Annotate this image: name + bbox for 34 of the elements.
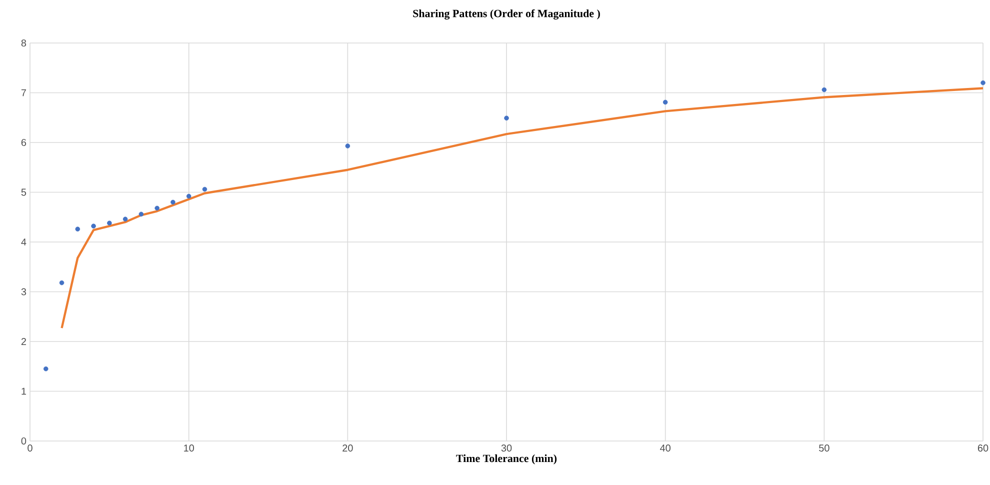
y-tick-label: 7 bbox=[21, 89, 26, 96]
x-tick-label: 20 bbox=[342, 444, 353, 452]
point bbox=[154, 206, 160, 211]
x-tick-label: 10 bbox=[184, 444, 194, 452]
y-tick-label: 3 bbox=[21, 288, 26, 296]
y-tick-label: 1 bbox=[22, 388, 26, 395]
point bbox=[980, 80, 986, 86]
y-tick-label: 8 bbox=[21, 39, 26, 47]
x-tick-label: 60 bbox=[978, 444, 988, 452]
point bbox=[662, 100, 668, 105]
point bbox=[122, 216, 128, 222]
point bbox=[43, 366, 48, 372]
y-tick-label: 5 bbox=[21, 188, 26, 196]
x-tick-label: 40 bbox=[660, 444, 670, 452]
point bbox=[822, 87, 827, 92]
point bbox=[504, 116, 509, 121]
x-tick-label: 0 bbox=[28, 444, 32, 452]
chart-title: Sharing Pattens (Order of Maganitude ) bbox=[413, 9, 600, 20]
y-tick-label: 2 bbox=[21, 338, 26, 345]
point bbox=[202, 186, 208, 192]
point bbox=[345, 144, 350, 148]
point bbox=[107, 220, 112, 226]
point bbox=[186, 194, 192, 199]
point bbox=[138, 212, 144, 217]
point bbox=[59, 280, 64, 286]
point bbox=[91, 224, 96, 228]
point bbox=[75, 226, 80, 232]
y-tick-label: 6 bbox=[21, 138, 26, 146]
y-tick-label: 0 bbox=[21, 437, 26, 445]
y-tick-label: 4 bbox=[21, 238, 26, 246]
point bbox=[170, 200, 176, 205]
x-tick-label: 30 bbox=[501, 444, 512, 452]
x-tick-label: 50 bbox=[819, 444, 830, 452]
x-axis-title: Time Tolerance (min) bbox=[456, 454, 557, 464]
